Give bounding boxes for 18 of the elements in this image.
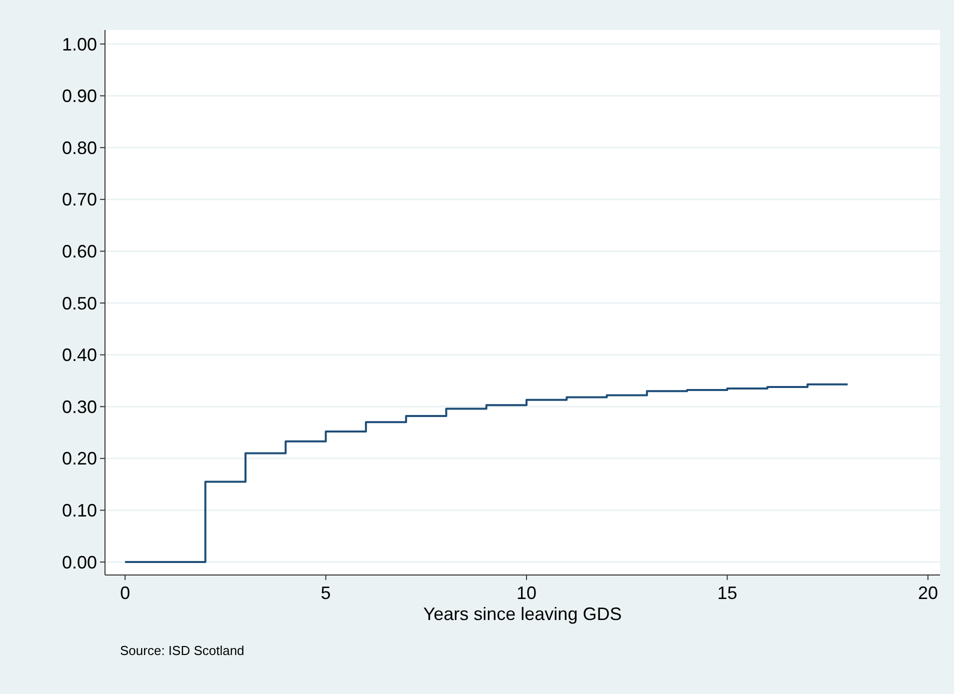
y-tick-label: 0.00 — [62, 552, 97, 572]
y-tick-label: 0.90 — [62, 86, 97, 106]
x-tick-label: 20 — [918, 583, 938, 603]
y-tick-label: 0.80 — [62, 138, 97, 158]
x-tick-label: 15 — [717, 583, 738, 603]
y-tick-label: 0.50 — [62, 293, 97, 314]
y-tick-label: 1.00 — [62, 34, 97, 54]
source-note: Source: ISD Scotland — [120, 643, 244, 658]
y-tick-label: 0.70 — [62, 190, 97, 210]
x-tick-label: 0 — [120, 583, 130, 603]
y-tick-label: 0.30 — [62, 396, 97, 417]
y-tick-label: 0.60 — [62, 242, 97, 262]
y-tick-label: 0.10 — [62, 500, 97, 521]
y-tick-label: 0.40 — [62, 345, 97, 366]
x-tick-label: 5 — [320, 583, 331, 603]
x-tick-label: 10 — [516, 583, 537, 603]
x-axis-title: Years since leaving GDS — [423, 604, 622, 624]
y-tick-label: 0.20 — [62, 448, 97, 469]
